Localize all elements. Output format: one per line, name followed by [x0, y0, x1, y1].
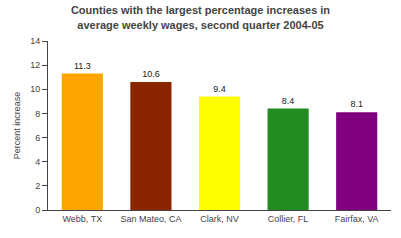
svg-text:9.4: 9.4 — [213, 84, 226, 94]
svg-text:10: 10 — [30, 84, 40, 94]
svg-text:San Mateo, CA: San Mateo, CA — [120, 214, 181, 224]
svg-text:12: 12 — [30, 60, 40, 70]
svg-text:Counties with the largest perc: Counties with the largest percentage inc… — [71, 4, 330, 30]
svg-text:8.4: 8.4 — [282, 96, 295, 106]
svg-text:6: 6 — [35, 133, 40, 143]
svg-text:8: 8 — [35, 109, 40, 119]
svg-text:11.3: 11.3 — [74, 61, 91, 71]
svg-text:14: 14 — [30, 36, 40, 46]
svg-text:2: 2 — [35, 181, 40, 191]
svg-text:Percent increase: Percent increase — [12, 92, 22, 160]
svg-text:10.6: 10.6 — [142, 69, 160, 79]
svg-text:4: 4 — [35, 157, 40, 167]
svg-text:Collier, FL: Collier, FL — [268, 214, 309, 224]
svg-text:Webb, TX: Webb, TX — [62, 214, 102, 224]
svg-text:Fairfax, VA: Fairfax, VA — [335, 214, 379, 224]
svg-text:Clark, NV: Clark, NV — [200, 214, 239, 224]
svg-text:0: 0 — [35, 205, 40, 215]
svg-text:8.1: 8.1 — [350, 99, 363, 109]
